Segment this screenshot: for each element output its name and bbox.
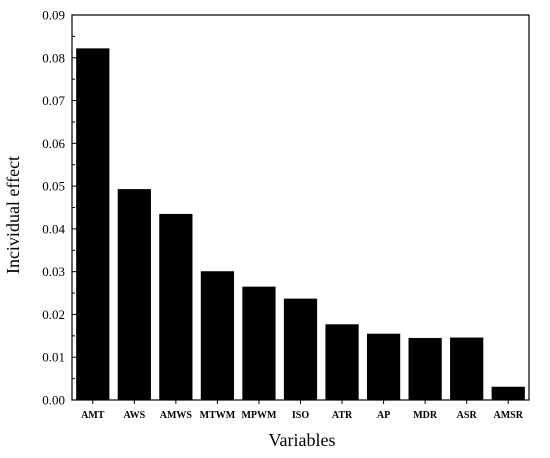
y-tick-label: 0.02 — [42, 307, 65, 322]
y-axis-title: Incividual effect — [3, 156, 23, 274]
x-tick-label: MTWM — [200, 410, 236, 421]
bar-mpwm — [242, 286, 276, 400]
bar-aws — [117, 189, 151, 400]
bar-mdr — [408, 337, 442, 400]
y-tick-label: 0.04 — [42, 221, 65, 236]
bar-iso — [283, 298, 318, 400]
y-tick-label: 0.00 — [42, 393, 65, 408]
y-tick-label: 0.03 — [42, 264, 65, 279]
x-tick-label: MDR — [413, 410, 438, 421]
bar-amws — [159, 213, 193, 400]
y-tick-label: 0.07 — [42, 93, 65, 108]
y-tick-label: 0.06 — [42, 136, 65, 151]
x-axis-title: Variables — [269, 430, 336, 450]
x-tick-label: ASR — [457, 410, 478, 421]
bar-amsr — [491, 386, 525, 400]
bar-amt — [76, 48, 110, 400]
bar-asr — [450, 337, 484, 400]
x-tick-label: AP — [377, 410, 390, 421]
x-tick-label: ATR — [332, 410, 353, 421]
x-tick-label: AMSR — [494, 410, 524, 421]
x-tick-label: AMWS — [160, 410, 193, 421]
y-axis: 0.00 0.01 0.02 0.03 0.04 0.05 0.06 0.07 0.08 0.09 — [42, 8, 77, 408]
plot-area — [71, 14, 530, 401]
x-axis: AMT AWS AMWS MTWM MPWM ISO ATR AP MDR ASR AMSR — [81, 400, 524, 421]
x-tick-label: MPWM — [241, 410, 277, 421]
bar-mtwm — [200, 271, 235, 400]
x-tick-label: ISO — [292, 410, 309, 421]
bar-atr — [325, 324, 359, 400]
y-tick-label: 0.09 — [42, 8, 65, 23]
x-tick-label: AMT — [81, 410, 105, 421]
y-tick-label: 0.08 — [42, 50, 65, 65]
y-tick-label: 0.01 — [42, 350, 65, 365]
bar-ap — [366, 333, 401, 400]
x-tick-label: AWS — [123, 410, 145, 421]
y-tick-label: 0.05 — [42, 179, 65, 194]
